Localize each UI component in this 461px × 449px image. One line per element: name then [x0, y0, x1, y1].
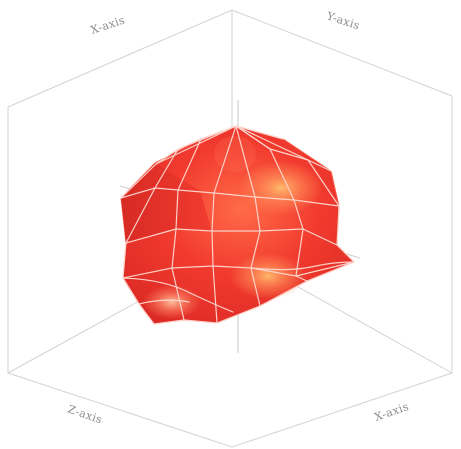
wire-spoke-1: [120, 125, 237, 199]
wire-spoke-5: [235, 125, 261, 307]
bottom-right-axis-label: X-axis: [373, 400, 411, 424]
wire-spoke-7: [235, 125, 355, 263]
top-cap-highlight: [214, 136, 256, 172]
bottom-left-axis-label: Z-axis: [66, 403, 104, 427]
top-box-edges: [7, 9, 453, 108]
surface-left-shade: [121, 163, 212, 243]
surface-shape: [120, 125, 355, 325]
wire-fold-3: [250, 261, 355, 271]
wire-fold-2: [138, 299, 190, 305]
wire-spoke-4: [211, 125, 237, 324]
upper-right-highlight: [239, 161, 323, 215]
wire-ring-5: [153, 261, 355, 325]
wire-spoke-3: [171, 125, 237, 321]
top-left-axis-label: X-axis: [89, 14, 127, 37]
wire-ring-3: [125, 228, 338, 246]
lower-left-highlight: [143, 285, 201, 319]
wire-mesh: [120, 125, 355, 325]
wire-ring-4: [122, 261, 355, 279]
lower-right-highlight: [230, 253, 306, 299]
wire-spoke-6: [235, 125, 308, 282]
outer-box-frame: [7, 96, 453, 448]
wire-fold-1: [122, 277, 234, 313]
top-right-axis-label: Y-axis: [324, 9, 361, 32]
